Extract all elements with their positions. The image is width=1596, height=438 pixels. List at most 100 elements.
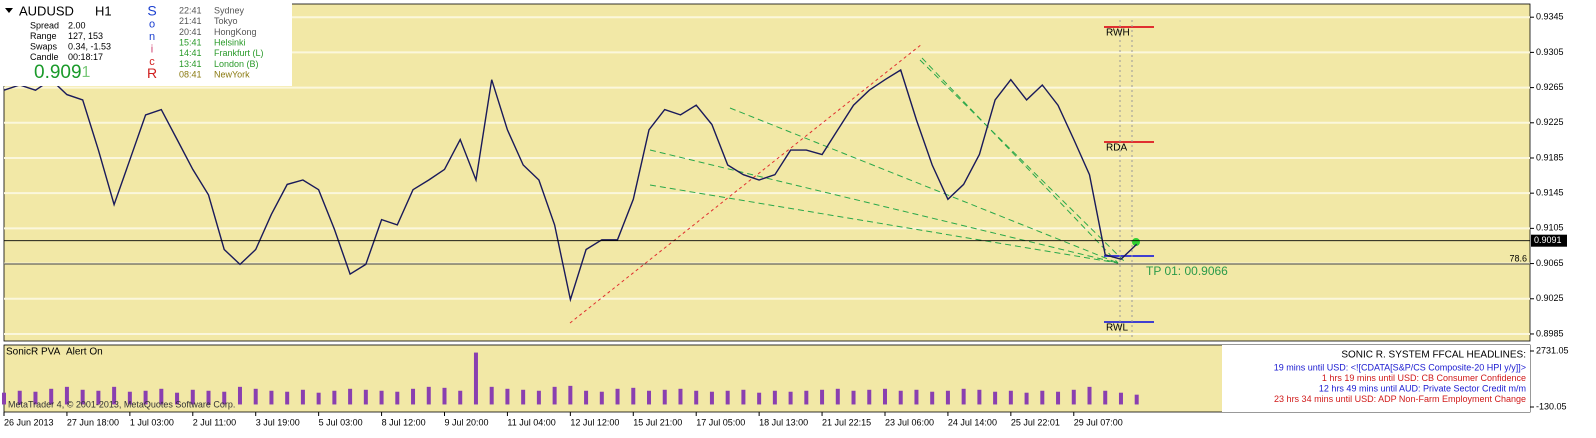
volume-bar — [316, 392, 321, 405]
volume-bar — [80, 389, 85, 405]
volume-bar — [568, 385, 573, 405]
volume-bar — [820, 389, 825, 405]
volume-bar — [64, 386, 69, 405]
volume-bar — [458, 390, 463, 405]
volume-bar — [1103, 390, 1108, 405]
volume-bar — [17, 390, 22, 405]
volume-bar — [867, 389, 872, 405]
current-price-box — [1531, 234, 1567, 247]
volume-bar — [143, 390, 148, 405]
volume-bar — [898, 390, 903, 405]
volume-bar — [536, 390, 541, 405]
volume-title: SonicR PVA — [6, 347, 61, 358]
plot — [2, 68, 1530, 405]
volume-bar — [662, 389, 667, 405]
x-tick-label: 5 Jul 03:00 — [319, 417, 363, 427]
stat-label: Spread — [30, 20, 59, 30]
session-city: NewYork — [214, 70, 250, 80]
price-dot — [1132, 238, 1140, 246]
volume-bar — [112, 386, 117, 405]
symbol: AUDUSD — [19, 3, 74, 18]
rwl-label: RWL — [1106, 323, 1128, 334]
session-city: London (B) — [214, 59, 259, 69]
stat-label: Range — [30, 31, 57, 41]
volume-bar — [647, 390, 652, 405]
fan-line — [921, 57, 1119, 264]
volume-bar — [914, 389, 919, 405]
volume-bar — [772, 390, 777, 405]
volume-bar — [977, 389, 982, 405]
stat-value: 127, 153 — [68, 31, 103, 41]
volume-bar — [49, 388, 54, 405]
volume-bar — [489, 386, 494, 405]
fan-line — [649, 184, 1119, 264]
session-time: 13:41 — [179, 59, 202, 69]
menu-arrow — [5, 8, 13, 13]
volume-bar — [709, 391, 714, 405]
rda-label: RDA — [1106, 143, 1127, 154]
grid — [4, 16, 1530, 335]
x-tick-label: 23 Jul 06:00 — [885, 417, 934, 427]
volume-bar — [1118, 392, 1123, 405]
volume-bar — [222, 391, 227, 405]
volume-bar — [993, 391, 998, 405]
drawing-objects — [4, 20, 1530, 340]
session-time: 22:41 — [179, 5, 202, 15]
headline: 19 mins until USD: <![CDATA[S&P/CS Compo… — [1274, 362, 1526, 372]
stat-value: 2.00 — [68, 20, 86, 30]
headline: 1 hrs 19 mins until USD: CB Consumer Con… — [1322, 373, 1526, 383]
session-time: 08:41 — [179, 70, 202, 80]
volume-bar — [426, 386, 431, 405]
volume-bar — [552, 386, 557, 405]
volume-bar — [945, 390, 950, 405]
y-tick-label: 0.9345 — [1536, 12, 1564, 22]
volume-bar — [411, 388, 416, 405]
volume-bar — [395, 391, 400, 405]
price-line — [3, 68, 1138, 303]
volume-status: Alert On — [66, 347, 103, 358]
volume-bar — [1024, 392, 1029, 405]
headline: 12 hrs 49 mins until AUD: Private Sector… — [1319, 383, 1526, 393]
volume-bar — [1008, 390, 1013, 405]
volume-bar — [757, 392, 762, 405]
volume-bar — [851, 390, 856, 405]
volume-bar — [804, 390, 809, 405]
x-tick-label: 17 Jul 05:00 — [696, 417, 745, 427]
volume-bar — [678, 388, 683, 405]
volume-bar — [127, 391, 132, 405]
volume-bar — [96, 390, 101, 405]
volume-bar — [348, 388, 353, 405]
x-tick-label: 2 Jul 11:00 — [193, 417, 236, 427]
volume-bar — [694, 390, 699, 405]
system-letter: i — [151, 43, 153, 55]
stat-value: 00:18:17 — [68, 52, 103, 62]
stat-value: 0.34, -1.53 — [68, 41, 111, 51]
tp-label: TP 01: 00.9066 — [1146, 264, 1228, 278]
x-tick-label: 26 Jun 2013 — [4, 417, 54, 427]
headline: 23 hrs 34 mins until USD: ADP Non-Farm E… — [1274, 394, 1526, 404]
price-last: 1 — [82, 64, 91, 81]
x-tick-label: 12 Jul 12:00 — [570, 417, 619, 427]
volume-bar — [961, 388, 966, 405]
volume-bar — [1134, 394, 1139, 405]
volume-bar — [253, 388, 258, 405]
volume-bar — [599, 391, 604, 405]
volume-bar — [521, 389, 526, 405]
x-tick-label: 9 Jul 20:00 — [444, 417, 488, 427]
volume-bar — [300, 389, 305, 405]
volume-bar — [615, 388, 620, 405]
volume-bar — [930, 391, 935, 405]
volume-bar — [631, 387, 636, 405]
volume-bar — [725, 390, 730, 405]
volume-bar — [835, 388, 840, 405]
session-time: 20:41 — [179, 27, 202, 37]
volume-tick-label: 2731.05 — [1536, 345, 1569, 355]
x-tick-label: 21 Jul 22:15 — [822, 417, 871, 427]
system-letter: o — [149, 18, 155, 30]
x-tick-label: 8 Jul 12:00 — [382, 417, 426, 427]
session-time: 15:41 — [179, 37, 202, 47]
volume-bar — [2, 392, 6, 405]
fan-line — [919, 59, 1126, 263]
volume-bar — [584, 390, 589, 405]
volume-bar — [332, 390, 337, 405]
